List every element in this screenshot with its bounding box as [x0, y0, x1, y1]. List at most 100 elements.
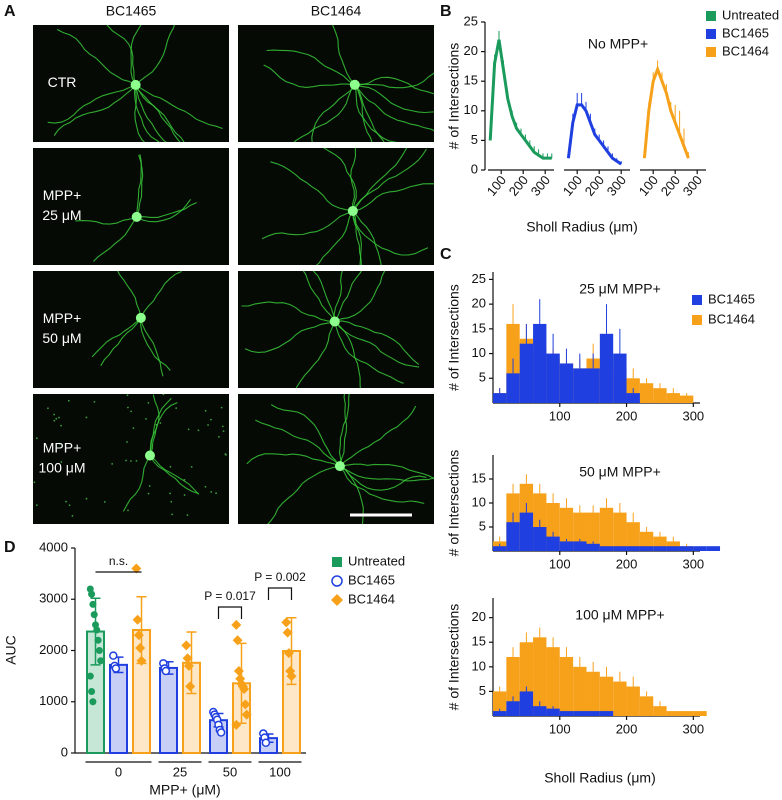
dendrite — [339, 394, 348, 467]
bar — [599, 507, 614, 551]
debris — [204, 485, 207, 488]
bar — [626, 546, 640, 551]
dendrite — [311, 84, 356, 142]
y-tick-label: 5 — [479, 370, 486, 385]
debris — [93, 400, 96, 403]
data-point — [97, 657, 105, 665]
x-axis-label: Sholl Radius (μm) — [526, 219, 638, 235]
data-point — [240, 699, 251, 710]
x-axis-label: MPP+ (μM) — [149, 782, 220, 798]
y-tick-label: 15 — [472, 470, 486, 485]
data-point — [93, 626, 101, 634]
x-tick-label: 100 — [549, 408, 571, 423]
legend-marker — [331, 575, 343, 587]
y-tick-label: 15 — [472, 634, 486, 649]
data-point — [135, 642, 146, 653]
bar — [559, 507, 574, 551]
data-point — [136, 655, 147, 666]
dendrite — [140, 317, 164, 377]
debris — [175, 407, 178, 410]
legend-label: BC1464 — [708, 311, 755, 326]
x-tick-label: 100 — [636, 172, 661, 198]
bar — [639, 383, 654, 403]
x-tick-label: 100 — [549, 721, 571, 736]
soma — [130, 79, 141, 90]
debris — [221, 425, 224, 428]
dendrite — [135, 25, 176, 86]
bar — [639, 696, 654, 716]
bar — [559, 657, 574, 716]
dendrite — [149, 455, 199, 495]
debris — [183, 494, 186, 496]
debris — [127, 509, 129, 512]
neuron — [261, 148, 434, 265]
y-tick-label: 10 — [472, 345, 486, 360]
neuron — [33, 394, 227, 517]
bar — [546, 353, 560, 403]
x-tick-label: 300 — [680, 172, 705, 198]
y-tick-label: 0 — [61, 744, 68, 759]
y-tick-label: 20 — [464, 43, 478, 58]
x-tick-label: 100 — [269, 764, 291, 779]
bar — [573, 666, 587, 716]
dendrite — [334, 271, 362, 322]
legend-label: BC1465 — [348, 572, 395, 587]
dendrite — [136, 154, 144, 218]
debris — [68, 504, 71, 507]
debris — [190, 465, 193, 468]
data-point — [131, 563, 142, 574]
series-line — [488, 39, 552, 160]
bar — [599, 333, 614, 403]
debris — [67, 399, 70, 402]
column-header: BC1464 — [311, 3, 362, 19]
dendrite — [334, 271, 386, 322]
dendrite — [350, 148, 357, 211]
bar — [109, 663, 128, 754]
bar — [546, 536, 560, 551]
debris — [182, 479, 185, 482]
data-point — [282, 627, 293, 638]
dendrite — [315, 210, 354, 265]
dendrite — [130, 25, 142, 86]
bar — [533, 706, 547, 716]
debris — [171, 513, 174, 516]
legend-marker — [706, 29, 716, 39]
x-axis-label: Sholl Radius (μm) — [544, 770, 656, 786]
data-point — [86, 672, 94, 680]
x-tick-label: 25 — [173, 764, 187, 779]
y-tick-label: 0 — [471, 161, 478, 176]
x-tick-label: 0 — [115, 764, 122, 779]
soma — [349, 79, 360, 90]
soma — [135, 312, 146, 323]
row-label: 50 μM — [42, 330, 81, 346]
bar — [573, 541, 587, 551]
bar — [599, 546, 614, 551]
bar — [626, 522, 640, 551]
dendrite — [354, 84, 399, 142]
dendrite — [140, 317, 171, 371]
data-point — [161, 666, 171, 676]
dendrite — [56, 29, 136, 86]
bar — [159, 666, 178, 754]
legend-marker — [692, 295, 702, 305]
y-tick-label: 10 — [464, 102, 478, 117]
neuron — [47, 25, 223, 142]
debris — [220, 406, 223, 409]
bar — [493, 711, 507, 716]
y-tick-label: 10 — [472, 494, 486, 509]
debris — [162, 394, 165, 396]
dendrite — [339, 465, 427, 491]
bar — [679, 711, 694, 716]
dendrite — [352, 183, 434, 212]
panel-label: D — [4, 539, 16, 556]
data-point — [89, 600, 97, 608]
annotation: P = 0.017 — [204, 589, 256, 603]
y-axis-label: # of Intersections — [446, 284, 462, 391]
dendrite — [352, 148, 427, 212]
y-tick-label: 25 — [472, 271, 486, 286]
dendrite — [352, 210, 382, 265]
data-point — [90, 611, 98, 619]
bar — [613, 512, 627, 551]
dendrite — [270, 161, 353, 212]
